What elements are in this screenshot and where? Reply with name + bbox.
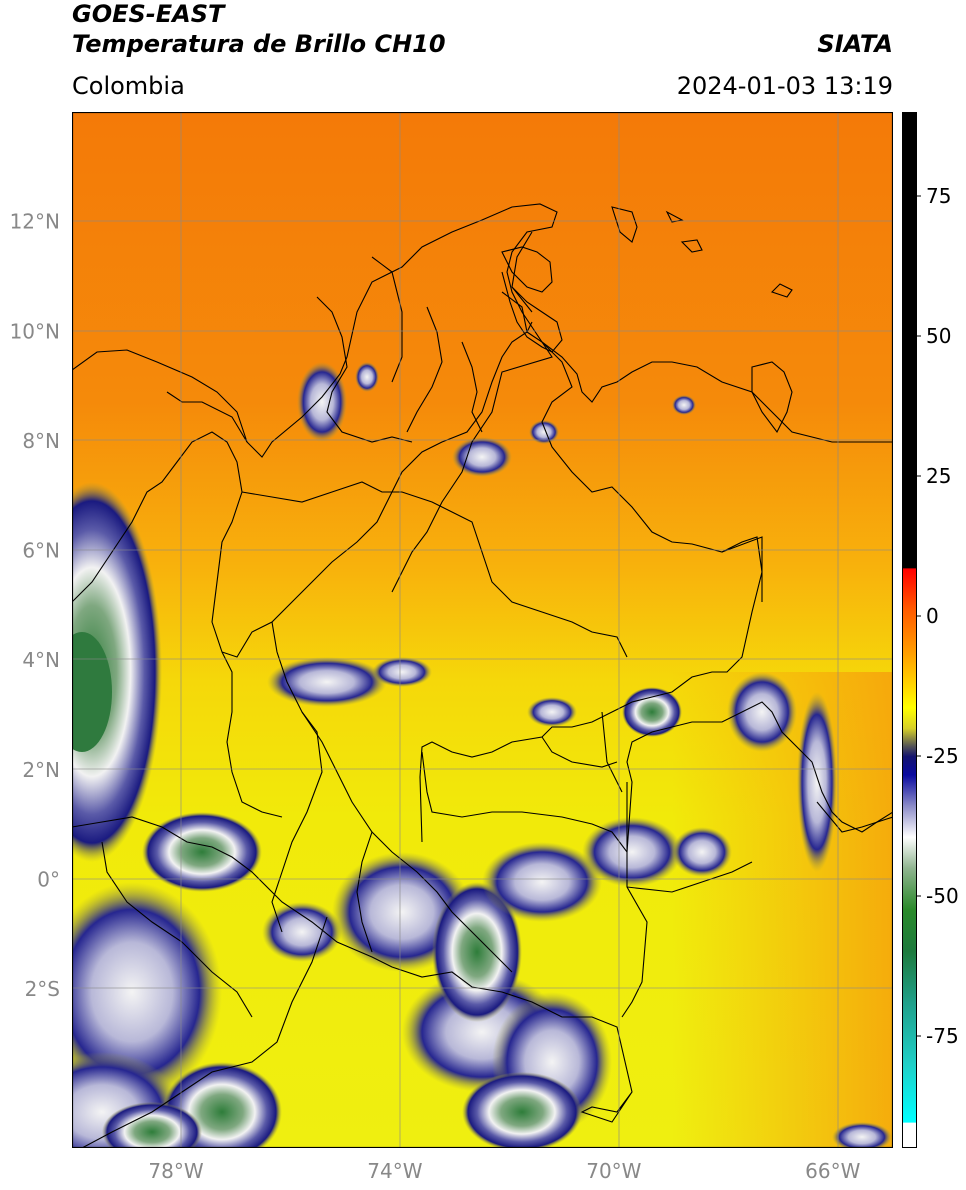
lon-tick-label: 66°W [805, 1159, 860, 1183]
lat-tick-label: 2°N [22, 758, 60, 782]
colorbar-tick-label: 75 [926, 184, 951, 208]
colorbar-tick-label: -50 [926, 884, 959, 908]
lat-tick-label: 8°N [22, 429, 60, 453]
satellite-title: GOES-EAST [72, 0, 225, 28]
lon-tick-label: 78°W [148, 1159, 203, 1183]
brightness-temperature-map [72, 112, 893, 1148]
agency-label: SIATA [817, 30, 893, 58]
colorbar-tick-label: 50 [926, 324, 951, 348]
lat-tick-label: 4°N [22, 648, 60, 672]
lat-tick-label: 0° [37, 867, 60, 891]
lat-tick-label: 6°N [22, 539, 60, 563]
colorbar-tick-label: 25 [926, 464, 951, 488]
colorbar-tick-label: -75 [926, 1024, 959, 1048]
region-label: Colombia [72, 72, 185, 100]
colorbar [902, 112, 917, 1148]
lat-tick-label: 12°N [10, 210, 60, 234]
colorbar-tick-label: -25 [926, 744, 959, 768]
lon-tick-label: 70°W [586, 1159, 641, 1183]
product-title: Temperatura de Brillo CH10 [72, 30, 446, 58]
timestamp-label: 2024-01-03 13:19 [676, 72, 893, 100]
colorbar-tick-label: 0 [926, 604, 939, 628]
lat-tick-label: 10°N [10, 319, 60, 343]
lat-tick-label: 2°S [25, 977, 60, 1001]
lon-tick-label: 74°W [367, 1159, 422, 1183]
